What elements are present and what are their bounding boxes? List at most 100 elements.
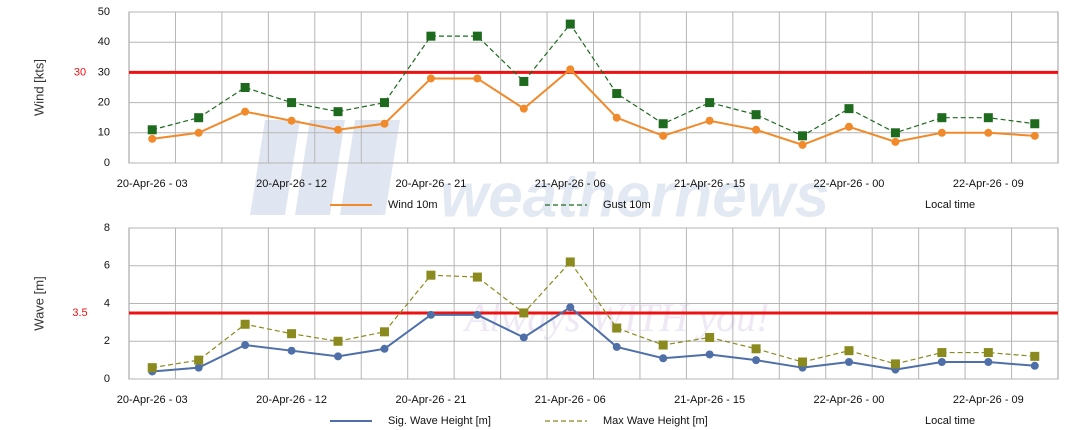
data-point xyxy=(287,346,296,355)
data-point xyxy=(983,113,993,123)
series-line xyxy=(152,261,1035,369)
data-point xyxy=(287,98,297,108)
data-point xyxy=(194,363,203,372)
data-point xyxy=(612,89,622,99)
data-point xyxy=(194,128,203,137)
data-point xyxy=(612,113,621,122)
data-point xyxy=(751,110,761,120)
y-tick-label: 30 xyxy=(98,66,110,78)
data-point xyxy=(844,122,853,131)
y-tick-label: 4 xyxy=(104,297,110,309)
data-point xyxy=(380,344,389,353)
data-point xyxy=(937,358,946,367)
x-tick-label: 20-Apr-26 - 21 xyxy=(395,394,466,406)
data-point xyxy=(705,350,714,359)
data-point xyxy=(472,31,482,41)
data-point xyxy=(426,31,436,41)
data-point xyxy=(798,357,808,367)
data-point xyxy=(566,303,575,312)
data-point xyxy=(612,323,622,333)
x-tick-label: 20-Apr-26 - 03 xyxy=(117,178,188,190)
note: Local time xyxy=(925,415,975,427)
data-point xyxy=(334,125,343,134)
data-point xyxy=(148,134,157,143)
data-point xyxy=(240,83,250,92)
data-point xyxy=(798,140,807,149)
data-point xyxy=(612,342,621,351)
watermark-text: Always WITH you! xyxy=(462,295,769,340)
x-tick-label: 22-Apr-26 - 09 xyxy=(953,178,1024,190)
y-axis-label: Wave [m] xyxy=(31,276,46,330)
data-point xyxy=(798,131,808,141)
series-line xyxy=(152,68,1035,146)
data-point xyxy=(705,98,715,108)
data-point xyxy=(844,104,854,114)
y-tick-label: 0 xyxy=(104,157,110,169)
data-point xyxy=(241,107,250,116)
data-point xyxy=(194,355,204,365)
y-axis-label: Wind [kts] xyxy=(31,59,46,116)
data-point xyxy=(891,137,900,146)
data-point xyxy=(333,336,343,346)
watermark-text: weathernews xyxy=(440,161,829,230)
logo-bar xyxy=(340,120,400,215)
data-point xyxy=(519,333,528,342)
x-tick-label: 21-Apr-26 - 15 xyxy=(674,178,745,190)
threshold-label: 3.5 xyxy=(72,307,87,319)
legend-label: Max Wave Height [m] xyxy=(603,415,708,427)
data-point xyxy=(147,125,157,135)
data-point xyxy=(751,344,761,354)
data-point xyxy=(844,358,853,367)
x-tick-label: 21-Apr-26 - 06 xyxy=(535,178,606,190)
data-point xyxy=(705,332,715,342)
x-tick-label: 22-Apr-26 - 00 xyxy=(814,394,885,406)
data-point xyxy=(334,352,343,361)
data-point xyxy=(380,119,389,128)
x-tick-label: 22-Apr-26 - 09 xyxy=(953,394,1024,406)
y-tick-label: 20 xyxy=(98,97,110,109)
data-point xyxy=(937,348,947,358)
x-tick-label: 21-Apr-26 - 06 xyxy=(535,394,606,406)
legend-label: Gust 10m xyxy=(603,199,651,211)
data-point xyxy=(937,128,946,137)
data-point xyxy=(1030,361,1039,370)
data-point xyxy=(426,270,436,280)
y-tick-label: 8 xyxy=(104,222,110,234)
x-tick-label: 20-Apr-26 - 12 xyxy=(256,394,327,406)
data-point xyxy=(937,113,947,123)
data-point xyxy=(426,310,435,319)
legend-label: Wind 10m xyxy=(388,199,438,211)
data-point xyxy=(473,74,482,83)
data-point xyxy=(379,327,389,337)
data-point xyxy=(565,257,575,267)
data-point xyxy=(519,104,528,113)
data-point xyxy=(566,65,575,74)
data-point xyxy=(240,319,250,329)
data-point xyxy=(659,131,668,140)
x-tick-label: 20-Apr-26 - 03 xyxy=(117,394,188,406)
note: Local time xyxy=(925,199,975,211)
y-tick-label: 10 xyxy=(98,127,110,139)
y-tick-label: 0 xyxy=(104,373,110,385)
x-tick-label: 22-Apr-26 - 00 xyxy=(814,178,885,190)
x-tick-label: 21-Apr-26 - 15 xyxy=(674,394,745,406)
data-point xyxy=(287,116,296,125)
y-tick-label: 2 xyxy=(104,335,110,347)
watermark-logo xyxy=(250,120,400,215)
y-tick-label: 40 xyxy=(98,36,110,48)
data-point xyxy=(890,359,900,369)
data-point xyxy=(147,363,157,373)
data-point xyxy=(1030,351,1040,361)
data-point xyxy=(658,119,668,129)
series-line xyxy=(152,23,1035,137)
data-point xyxy=(844,346,854,356)
data-point xyxy=(705,116,714,125)
y-tick-label: 6 xyxy=(104,260,110,272)
data-point xyxy=(984,358,993,367)
data-point xyxy=(752,125,761,134)
data-point xyxy=(658,340,668,350)
data-point xyxy=(519,308,529,318)
data-point xyxy=(473,310,482,319)
data-point xyxy=(983,348,993,358)
x-tick-label: 20-Apr-26 - 21 xyxy=(395,178,466,190)
